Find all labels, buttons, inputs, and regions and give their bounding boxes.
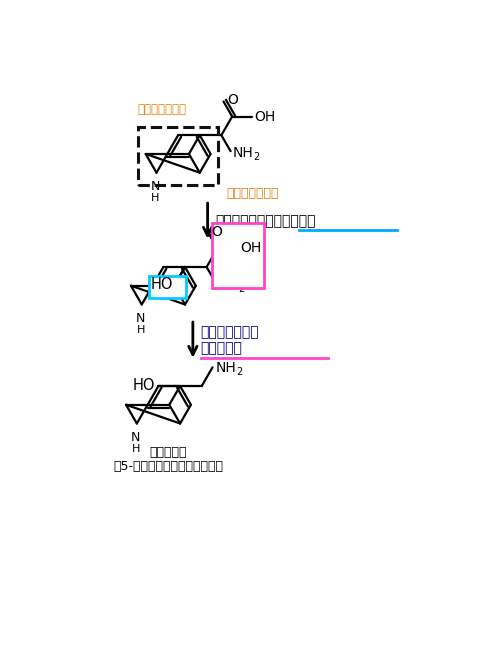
Text: NH: NH xyxy=(218,278,239,292)
Text: N: N xyxy=(131,431,141,444)
Bar xyxy=(138,128,218,186)
Text: H: H xyxy=(151,193,160,203)
Text: H: H xyxy=(137,325,145,335)
Text: トリプトファン水酸化酵素: トリプトファン水酸化酵素 xyxy=(215,214,316,228)
Text: セロトニン: セロトニン xyxy=(150,447,187,460)
Text: HO: HO xyxy=(151,277,173,292)
Text: 芳香族アミノ酸: 芳香族アミノ酸 xyxy=(201,325,259,339)
Text: インドール骨格: インドール骨格 xyxy=(138,103,187,116)
Text: 2: 2 xyxy=(236,367,242,377)
Text: O: O xyxy=(227,92,238,107)
Bar xyxy=(149,276,186,298)
Text: （5-ヒドロキシトリプタミン）: （5-ヒドロキシトリプタミン） xyxy=(114,460,223,473)
Text: 2: 2 xyxy=(239,284,245,294)
Text: NH: NH xyxy=(215,361,236,375)
Bar xyxy=(212,223,264,288)
Text: N: N xyxy=(136,312,145,325)
Text: 2: 2 xyxy=(253,152,259,162)
Text: N: N xyxy=(151,180,160,193)
Text: NH: NH xyxy=(232,146,253,160)
Text: OH: OH xyxy=(255,109,276,124)
Text: OH: OH xyxy=(240,242,261,255)
Text: トリプトファン: トリプトファン xyxy=(226,187,279,201)
Text: H: H xyxy=(132,444,140,454)
Text: 脱炭酸酵素: 脱炭酸酵素 xyxy=(201,342,242,355)
Text: O: O xyxy=(212,225,223,240)
Text: HO: HO xyxy=(133,378,156,393)
